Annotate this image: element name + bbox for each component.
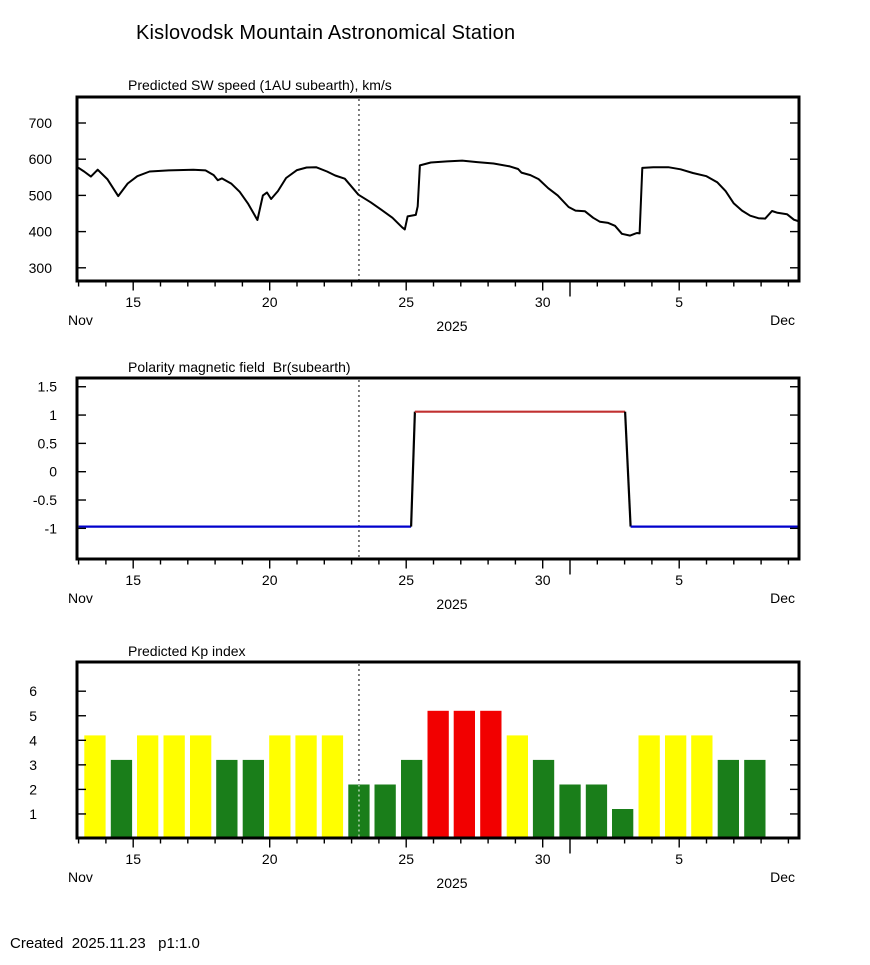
kp-bar: [506, 735, 528, 837]
y-tick-label: 1: [49, 407, 57, 423]
x-tick-label: 25: [398, 294, 414, 310]
chart-title-kp-index: Predicted Kp index: [128, 643, 246, 659]
kp-bar: [374, 784, 396, 837]
x-tick-label: 30: [535, 294, 551, 310]
kp-bar: [585, 784, 608, 837]
sw-speed-line: [77, 159, 801, 237]
kp-bar: [401, 759, 423, 837]
x-tick-label: 20: [262, 851, 278, 867]
x-tick-label: 15: [125, 572, 141, 588]
kp-bar: [84, 735, 106, 837]
x-axis-year-label: 2025: [436, 875, 468, 891]
x-tick-label: 5: [675, 294, 683, 310]
kp-bar: [665, 735, 687, 837]
y-tick-label: 600: [29, 151, 53, 167]
kp-bar: [242, 759, 264, 837]
polarity-segment-black: [624, 411, 632, 527]
kp-bar: [321, 735, 344, 837]
created-timestamp: Created 2025.11.23 p1:1.0: [10, 935, 200, 952]
kp-bar: [137, 735, 159, 837]
x-axis-month-start-label: Nov: [68, 869, 93, 885]
y-tick-label: 0: [49, 464, 57, 480]
y-tick-label: 3: [29, 757, 37, 773]
y-tick-label: 0.5: [38, 435, 58, 451]
y-tick-label: 5: [29, 708, 37, 724]
y-tick-label: 1: [29, 806, 37, 822]
y-tick-label: 2: [29, 781, 37, 797]
kp-bar: [163, 735, 185, 837]
plot-border: [75, 660, 801, 840]
x-tick-label: 30: [535, 572, 551, 588]
x-tick-label: 5: [675, 572, 683, 588]
kp-bar: [638, 735, 660, 837]
y-tick-label: 6: [29, 683, 37, 699]
x-axis-month-start-label: Nov: [68, 590, 93, 606]
plot-border: [75, 376, 801, 561]
chart-title-sw-speed: Predicted SW speed (1AU subearth), km/s: [128, 77, 392, 93]
y-tick-label: 700: [29, 115, 53, 131]
y-tick-label: 1.5: [38, 379, 58, 395]
y-tick-label: 4: [29, 732, 37, 748]
y-tick-label: 400: [29, 224, 53, 240]
x-tick-label: 5: [675, 851, 683, 867]
kp-bar: [295, 735, 317, 837]
x-axis-month-end-label: Dec: [770, 590, 795, 606]
kp-bar: [190, 735, 212, 837]
kp-bar: [427, 710, 449, 837]
x-axis-month-start-label: Nov: [68, 312, 93, 328]
x-tick-label: 20: [262, 294, 278, 310]
kp-bar: [480, 710, 502, 837]
polarity-segment-black: [410, 411, 416, 527]
x-tick-label: 15: [125, 294, 141, 310]
x-axis-month-end-label: Dec: [770, 869, 795, 885]
y-tick-label: -1: [45, 520, 58, 536]
plot-border: [75, 95, 801, 283]
x-tick-label: 30: [535, 851, 551, 867]
kp-bar: [269, 735, 291, 837]
chart-title-polarity: Polarity magnetic field Br(subearth): [128, 359, 351, 375]
kp-bar: [612, 809, 634, 837]
kp-bar: [110, 759, 133, 837]
x-tick-label: 25: [398, 572, 414, 588]
x-tick-label: 20: [262, 572, 278, 588]
x-axis-year-label: 2025: [436, 318, 468, 334]
kp-bar: [691, 735, 713, 837]
y-tick-label: 500: [29, 187, 53, 203]
x-axis-year-label: 2025: [436, 596, 468, 612]
kp-bar: [744, 759, 766, 837]
main-title: Kislovodsk Mountain Astronomical Station: [136, 22, 516, 44]
y-tick-label: 300: [29, 260, 53, 276]
x-axis-month-end-label: Dec: [770, 312, 795, 328]
kp-bar: [453, 710, 475, 837]
x-tick-label: 25: [398, 851, 414, 867]
kp-bar: [559, 784, 581, 837]
y-tick-label: -0.5: [33, 492, 57, 508]
kp-bar: [532, 759, 555, 837]
kp-bar: [216, 759, 238, 837]
x-tick-label: 15: [125, 851, 141, 867]
kp-bar: [717, 759, 739, 837]
